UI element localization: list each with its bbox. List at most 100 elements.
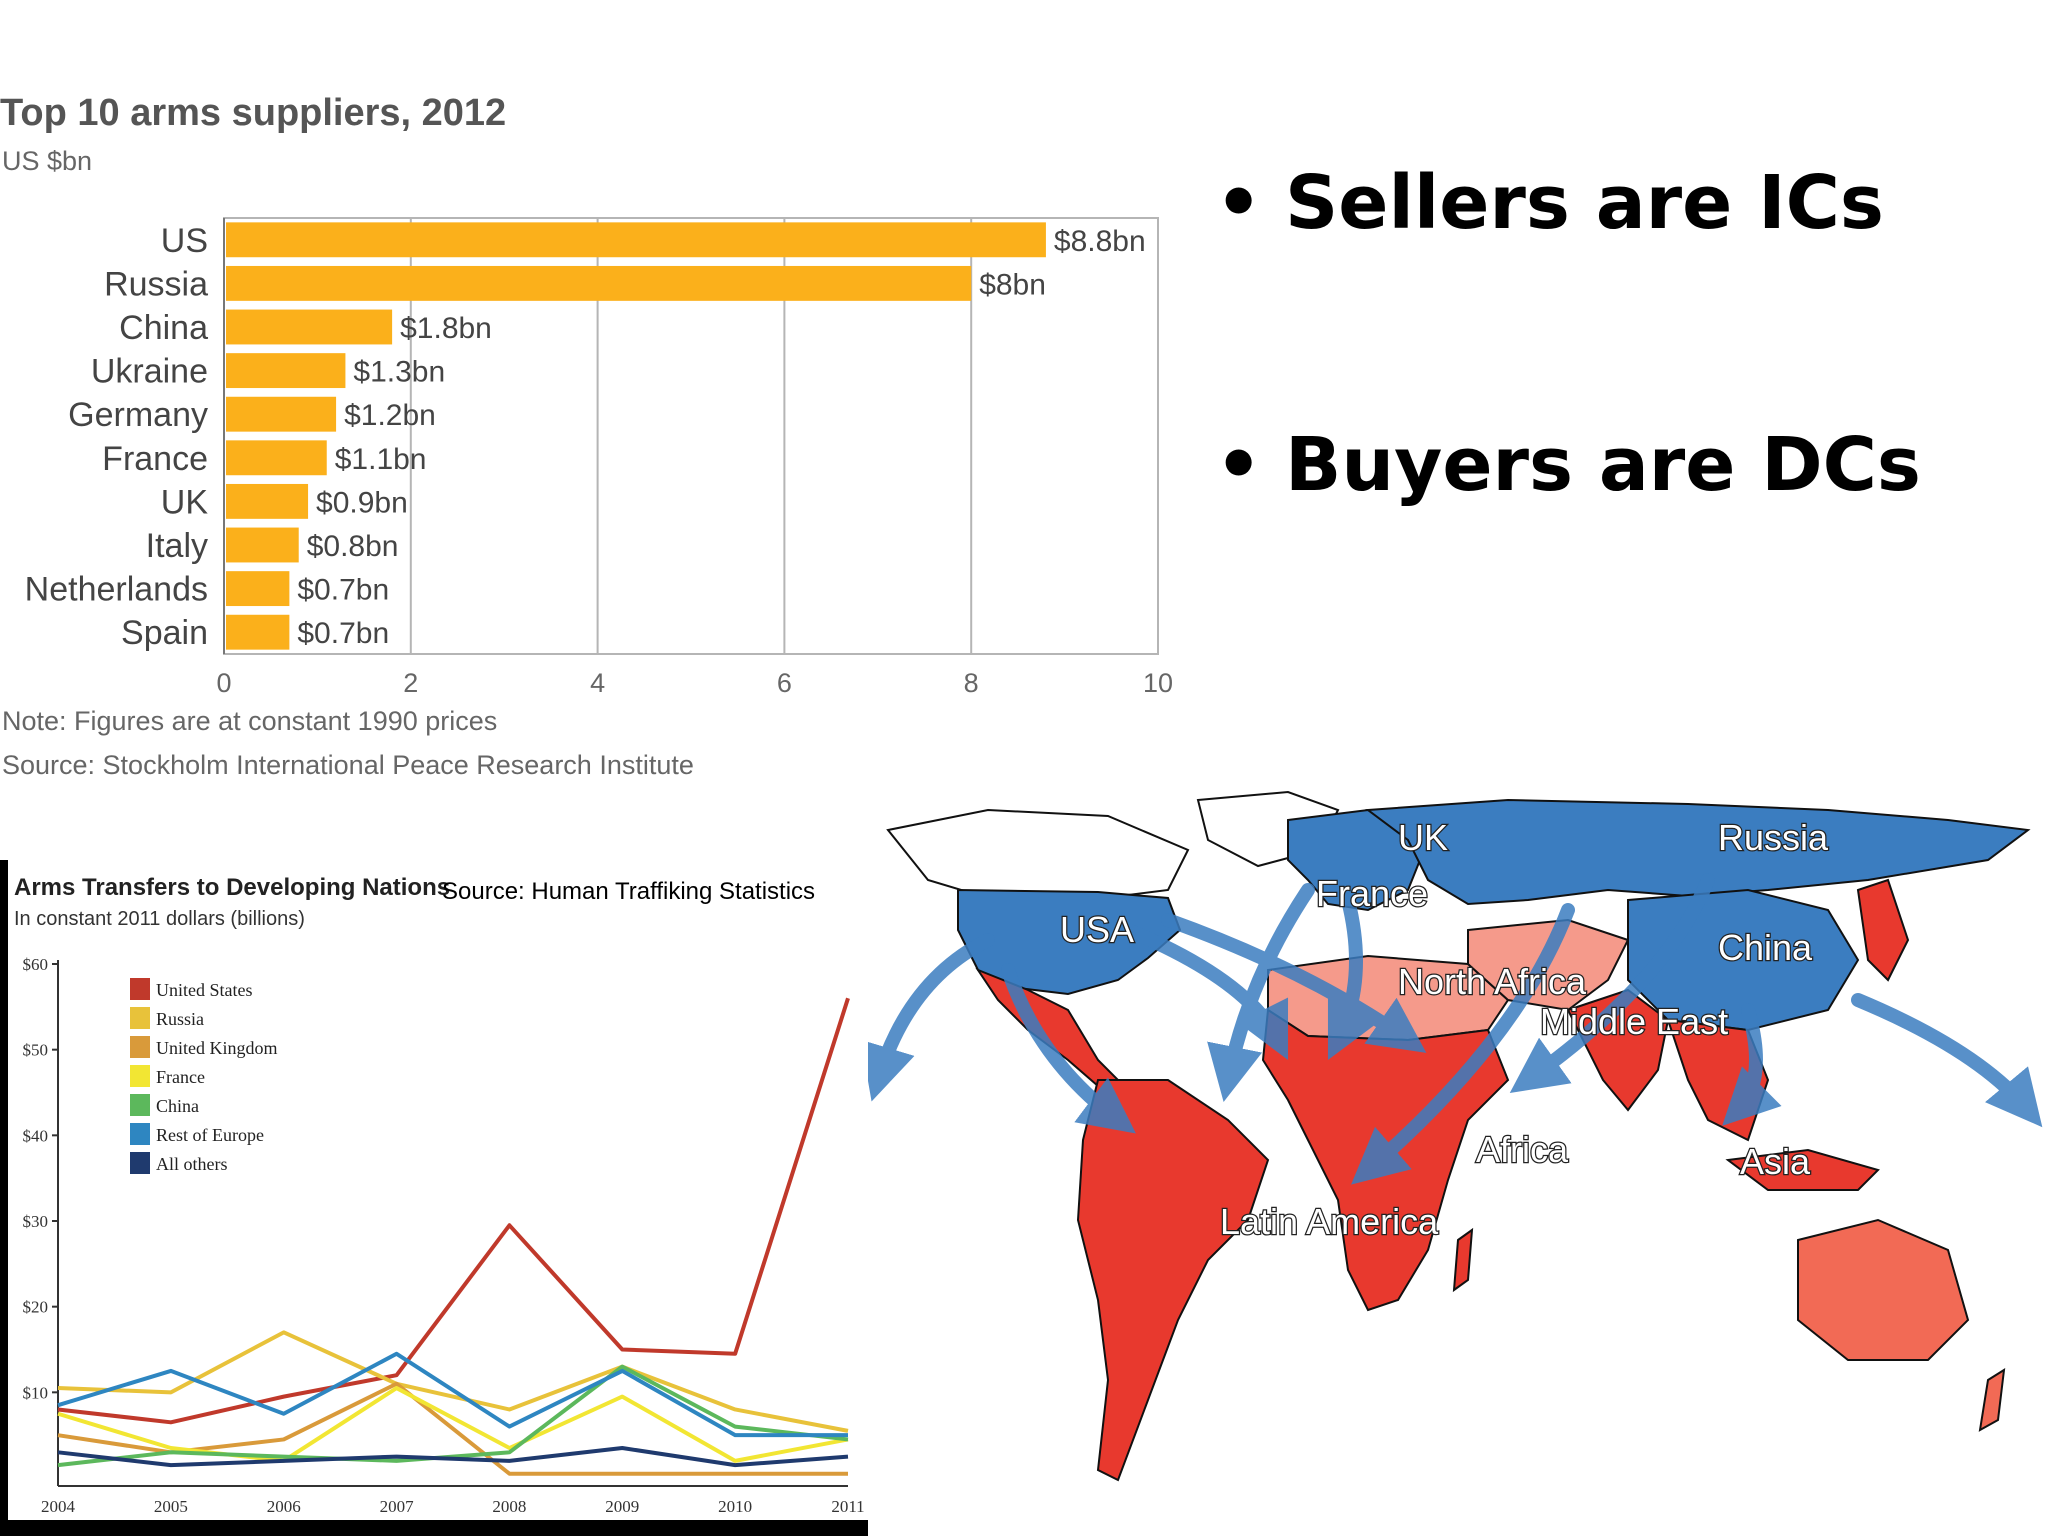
legend-label: Rest of Europe [156, 1125, 264, 1145]
x-tick-label: 2010 [718, 1497, 752, 1516]
category-label: Germany [68, 396, 208, 434]
arrow-china-east [1851, 993, 2043, 1128]
y-tick-label: $20 [23, 1298, 49, 1317]
latin-america-region [1076, 1079, 1270, 1482]
label-latin-america: Latin America [1220, 1201, 1439, 1242]
arrow-usa-middle-east [1161, 913, 1427, 1053]
bar [226, 571, 290, 607]
legend-swatch [130, 1036, 150, 1058]
arrow-usa-latin-america [1001, 963, 1136, 1134]
legend-label: All others [156, 1154, 228, 1174]
arrow-russia-asia [1509, 873, 1715, 1094]
x-tick-label: 2009 [605, 1497, 639, 1516]
line-chart: $60 $50 $40 $30 $20 $10 2004 2005 2006 2007 2008 20… [0, 860, 868, 1536]
legend-label: China [156, 1096, 199, 1116]
category-label: Ukraine [91, 353, 208, 391]
x-tick-label: 2008 [492, 1497, 526, 1516]
data-label: $1.2bn [344, 399, 436, 432]
data-label: $0.9bn [316, 486, 408, 519]
data-label: $8bn [979, 268, 1046, 301]
arms-trade-world-map: UK Russia France USA China North Africa … [868, 790, 2043, 1482]
data-label: $0.8bn [307, 530, 399, 563]
bar-chart-subtitle: US $bn [2, 146, 93, 176]
canada-region [886, 808, 1190, 902]
label-russia: Russia [1718, 817, 1829, 858]
madagascar-region [1452, 1227, 1474, 1293]
label-africa: Africa [1476, 1129, 1569, 1170]
label-middle-east: Middle East [1540, 1001, 1728, 1042]
legend-swatch [130, 1065, 150, 1087]
data-label: $0.7bn [297, 574, 389, 607]
x-tick-label: 6 [777, 668, 792, 698]
bullet-text: Sellers are ICs [1285, 160, 1884, 246]
data-label: $1.8bn [400, 312, 492, 345]
bullet-marker: • [1215, 422, 1263, 508]
x-tick-label: 2 [403, 668, 418, 698]
arrow-usa-africa [1121, 923, 1289, 1061]
bar-chart-title: Top 10 arms suppliers, 2012 [0, 92, 507, 134]
arrow-europe-africa [1327, 893, 1379, 1061]
arrow-europe-latin-america [1207, 883, 1315, 1102]
x-tick-label: 2006 [267, 1497, 301, 1516]
category-label: China [119, 309, 208, 347]
legend-swatch [130, 1152, 150, 1174]
bar [226, 527, 299, 563]
data-label: $0.7bn [297, 617, 389, 650]
map-labels: UK Russia France USA China North Africa … [1059, 816, 1831, 1244]
category-label: Russia [104, 265, 208, 303]
bar [226, 614, 290, 650]
line-chart-panel: $60 $50 $40 $30 $20 $10 2004 2005 2006 2007 2008 20… [0, 860, 868, 1536]
panel-left-edge [0, 860, 8, 1536]
y-tick-label: $50 [23, 1041, 49, 1060]
x-tick-label: 2005 [154, 1497, 188, 1516]
arrow-china-southeast-asia [1722, 1003, 1782, 1126]
line-chart-subtitle: In constant 2011 dollars (billions) [14, 908, 305, 930]
bullet-sellers: • Sellers are ICs [1215, 160, 1884, 246]
series-line [57, 1386, 849, 1463]
label-china: China [1718, 927, 1813, 968]
y-tick-label: $60 [23, 955, 49, 974]
bar [226, 353, 346, 389]
bullet-buyers: • Buyers are DCs [1215, 422, 1921, 508]
category-label: US [161, 222, 208, 260]
panel-bottom-edge [0, 1520, 868, 1536]
label-asia: Asia [1740, 1141, 1811, 1182]
bar [226, 265, 972, 301]
bar-chart: 0 2 4 6 8 10 US $8.8bn Russia $8bn China $1.8bn Ukra… [25, 217, 1173, 698]
legend-label: United Kingdom [156, 1038, 278, 1058]
legend-swatch [130, 1123, 150, 1145]
line-chart-source: Source: Human Traffiking Statistics [442, 878, 816, 905]
new-zealand-region [1978, 1368, 2006, 1432]
x-tick-label: 8 [964, 668, 979, 698]
arrow-russia-africa [1351, 903, 1575, 1185]
bar [226, 222, 1046, 258]
indonesia-region [1725, 1148, 1880, 1191]
bullet-marker: • [1215, 160, 1263, 246]
russia-region [1365, 798, 2031, 906]
x-tick-label: 4 [590, 668, 605, 698]
series-line [57, 1364, 849, 1468]
x-tick-label: 2004 [41, 1497, 76, 1516]
category-label: UK [161, 483, 209, 521]
arms-flow-arrows [868, 873, 2043, 1185]
legend-swatch [130, 1007, 150, 1029]
series-line [57, 997, 850, 1425]
line-chart-title: Arms Transfers to Developing Nations [14, 874, 451, 901]
arrow-usa-west [868, 933, 995, 1102]
x-tick-label: 0 [216, 668, 231, 698]
data-label: $1.1bn [335, 443, 427, 476]
data-label: $1.3bn [353, 356, 445, 389]
legend-swatch [130, 978, 150, 1000]
category-label: France [102, 440, 208, 478]
legend-label: Russia [156, 1009, 204, 1029]
x-tick-label: 2007 [380, 1497, 415, 1516]
bar [226, 483, 309, 519]
y-tick-label: $10 [23, 1383, 49, 1402]
x-tick-label: 10 [1143, 668, 1173, 698]
category-label: Netherlands [25, 571, 208, 609]
label-france: France [1316, 873, 1428, 914]
y-tick-label: $30 [23, 1212, 49, 1231]
x-tick-label: 2011 [831, 1497, 864, 1516]
japan-korea-region [1856, 878, 1910, 982]
legend-label: United States [156, 980, 253, 1000]
